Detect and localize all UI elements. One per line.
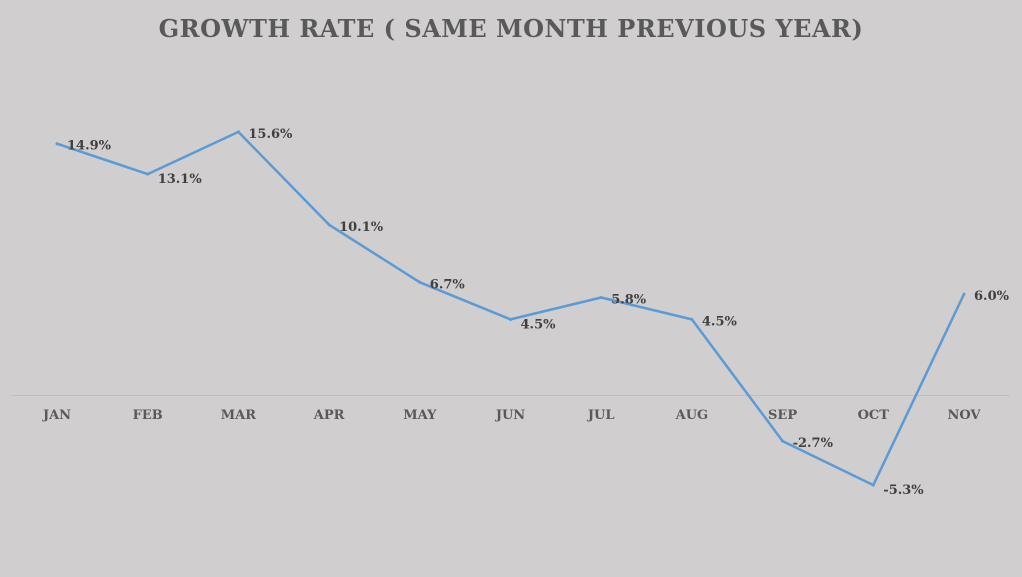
data-label: 5.8% (611, 292, 647, 307)
x-tick-label: OCT (858, 408, 890, 423)
data-label: -2.7% (793, 436, 834, 451)
data-label: 6.0% (974, 289, 1010, 304)
x-tick-label: JUN (495, 408, 525, 423)
x-tick-label: AUG (675, 408, 709, 423)
data-point (236, 130, 240, 134)
data-point (55, 142, 59, 146)
data-point (871, 483, 875, 487)
x-tick-label: JUL (587, 408, 615, 423)
data-point (781, 439, 785, 443)
data-label: 4.5% (521, 317, 557, 332)
data-label: 13.1% (158, 172, 203, 187)
x-tick-label: APR (313, 408, 345, 423)
x-tick-label: NOV (947, 408, 981, 423)
series-layer (55, 130, 966, 487)
data-label: 10.1% (339, 220, 384, 235)
data-label: 14.9% (67, 139, 112, 154)
data-point (599, 295, 603, 299)
data-point (690, 317, 694, 321)
x-tick-label: MAR (221, 408, 256, 423)
x-tick-label: FEB (133, 408, 163, 423)
data-point (418, 280, 422, 284)
data-labels: 14.9% 13.1% 15.6% 10.1% 6.7% 4.5% 5.8% 4.5% -2.7… (67, 127, 1010, 498)
data-label: 4.5% (702, 314, 738, 329)
data-point (962, 292, 966, 296)
x-tick-label: MAY (403, 408, 437, 423)
data-point (327, 223, 331, 227)
data-point (146, 172, 150, 176)
x-tick-label: SEP (768, 408, 797, 423)
x-tick-labels: JAN FEB MAR APR MAY JUN JUL AUG SEP OCT NOV (42, 408, 982, 423)
data-label: 15.6% (248, 127, 293, 142)
data-label: 6.7% (430, 277, 466, 292)
x-tick-label: JAN (42, 408, 71, 423)
data-point (509, 317, 512, 321)
data-label: -5.3% (883, 483, 924, 498)
chart-title: GROWTH RATE ( SAME MONTH PREVIOUS YEAR) (159, 14, 864, 43)
